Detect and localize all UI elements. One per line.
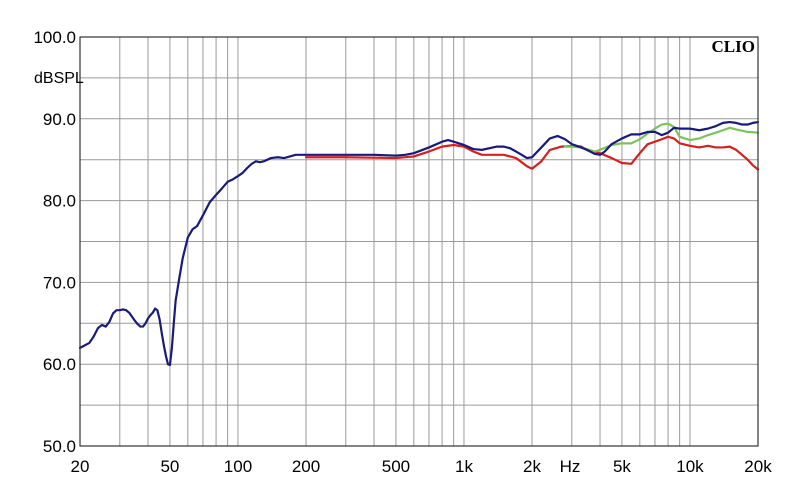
x-tick-label: 20: [71, 457, 90, 476]
y-tick-label: 50.0: [43, 437, 76, 456]
y-tick-label: 100.0: [33, 28, 76, 47]
plot-frame: [79, 36, 759, 447]
clio-brand-label: CLIO: [712, 37, 755, 56]
x-tick-label: 100: [224, 457, 252, 476]
x-tick-label: 20k: [744, 457, 772, 476]
x-tick-label: 5k: [613, 457, 631, 476]
x-tick-label: 2k: [523, 457, 541, 476]
x-tick-label: 50: [160, 457, 179, 476]
y-tick-label: 70.0: [43, 273, 76, 292]
series-layer: [78, 120, 760, 367]
y-tick-label: 60.0: [43, 355, 76, 374]
y-tick-label: 80.0: [43, 192, 76, 211]
x-tick-label: 10k: [676, 457, 704, 476]
series-line-1: [304, 135, 760, 171]
x-tick-label: 200: [292, 457, 320, 476]
y-axis-label: dBSPL: [34, 70, 84, 87]
x-tick-label: 500: [382, 457, 410, 476]
x-tick-label: 1k: [455, 457, 473, 476]
series-line-2: [563, 122, 760, 153]
y-tick-label: 90.0: [43, 110, 76, 129]
y-tick-labels: 50.0 60.0 70.0 80.0 90.0 100.0: [33, 28, 76, 456]
x-axis-label: Hz: [560, 457, 581, 476]
series-line-3: [78, 120, 760, 367]
grid: [80, 37, 758, 446]
x-tick-labels: 20 50 100 200 500 1k 2k 5k 10k 20k: [71, 457, 773, 476]
